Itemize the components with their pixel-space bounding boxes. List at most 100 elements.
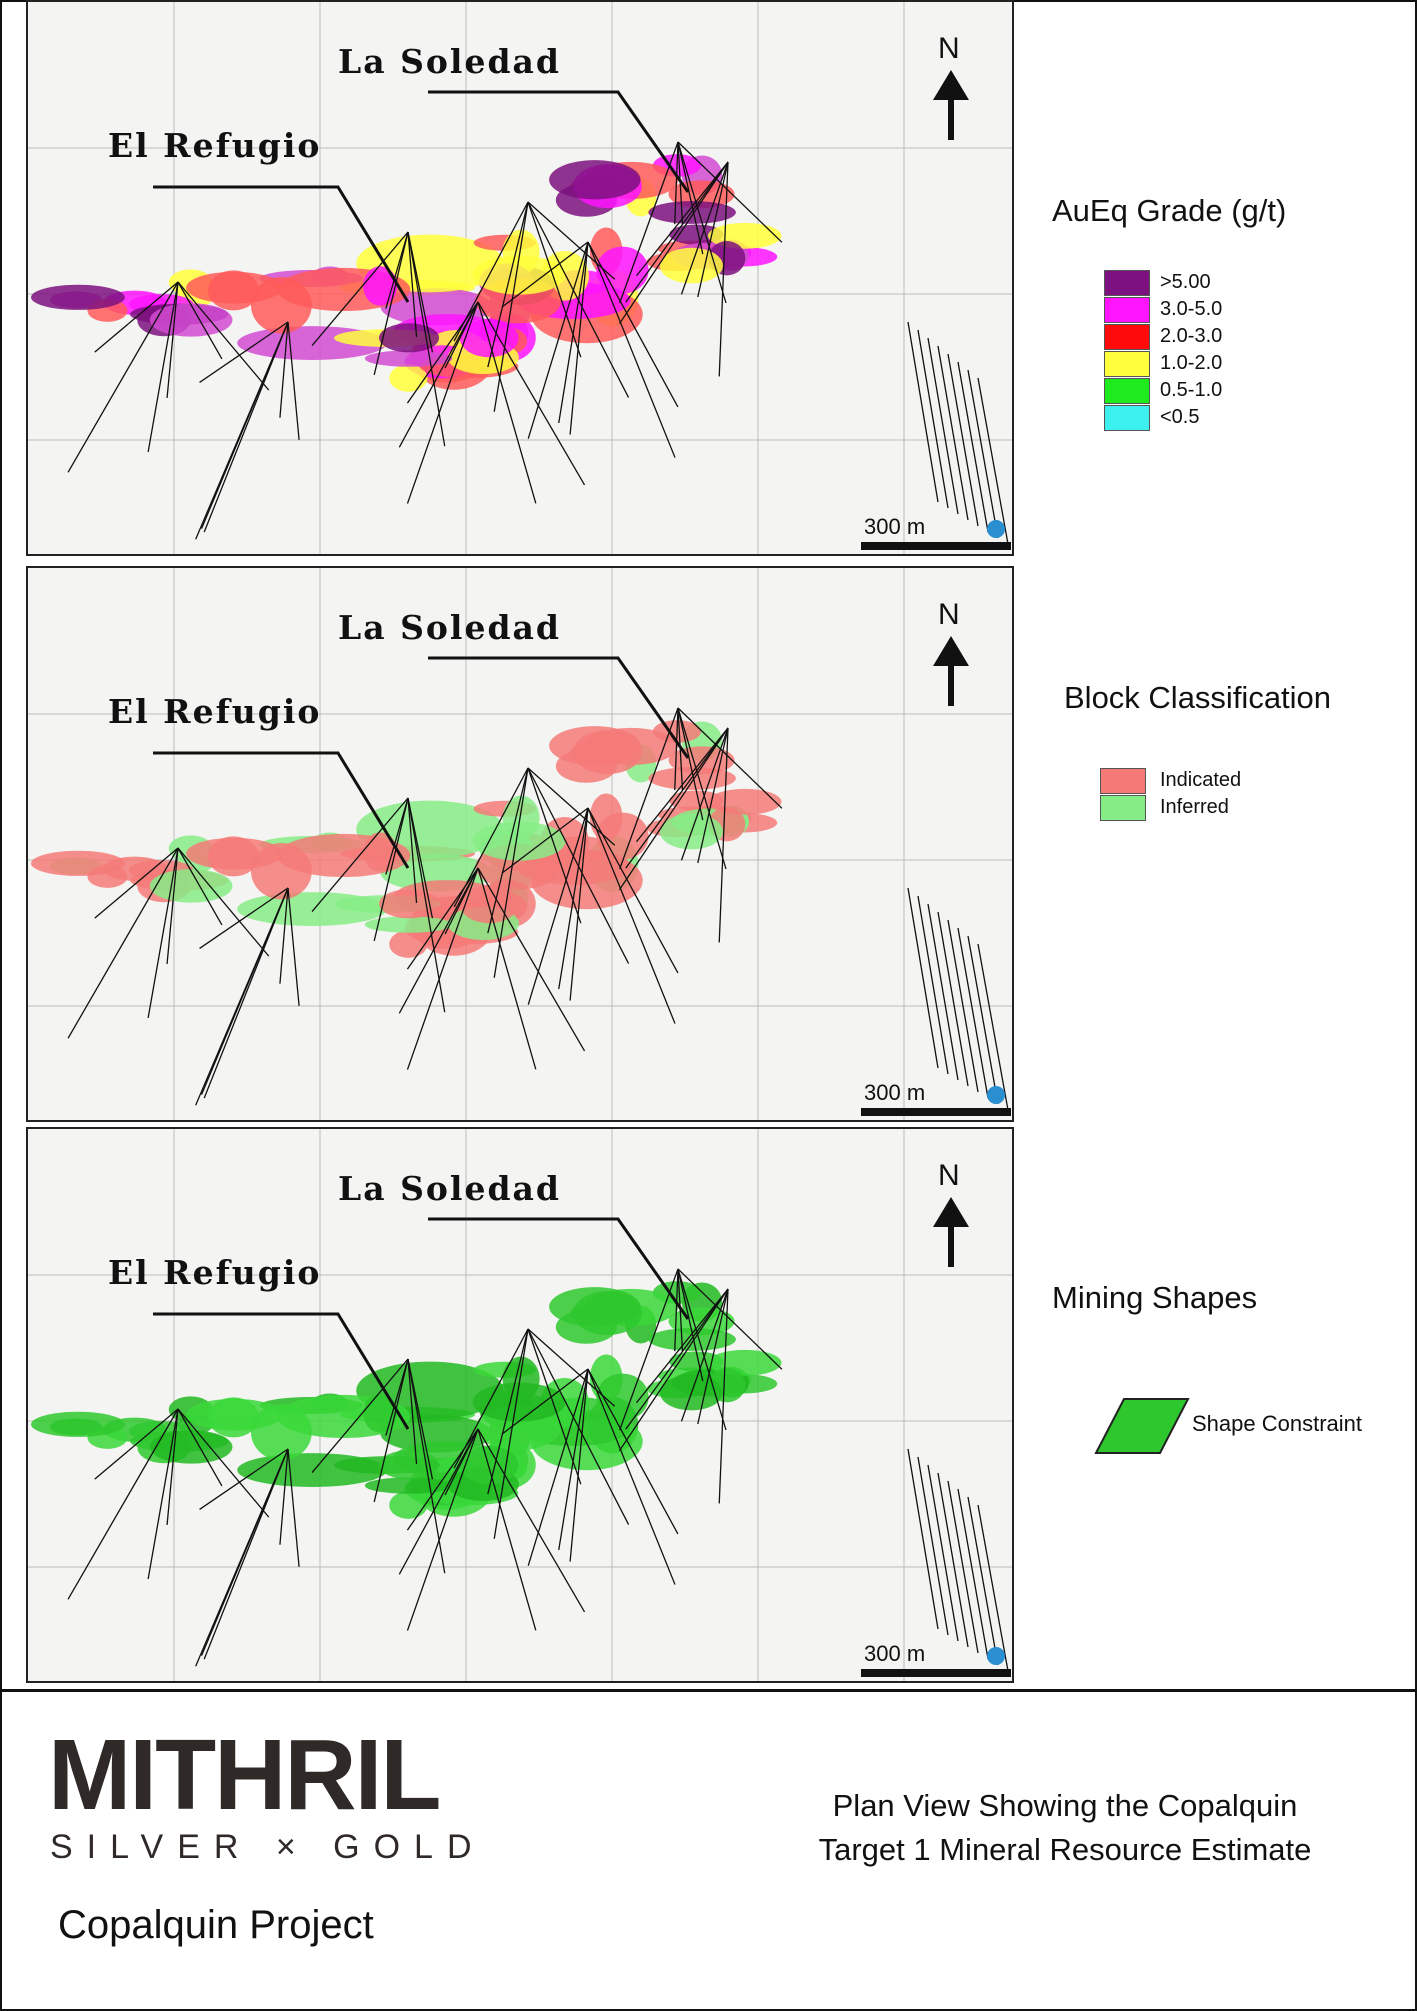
drill-trace (527, 201, 582, 358)
drill-trace (477, 1428, 537, 1631)
drill-trace (177, 847, 223, 926)
area-label: El Refugio (108, 126, 322, 165)
drill-trace (907, 1448, 939, 1630)
ore-block (363, 832, 398, 872)
ore-block (549, 1287, 641, 1327)
drill-trace (67, 1408, 179, 1600)
project-name: Copalquin Project (58, 1903, 374, 1947)
ore-block (379, 323, 440, 353)
drill-trace (311, 231, 409, 346)
drill-trace (477, 1428, 586, 1613)
ore-block (549, 160, 641, 200)
legend-swatch (1104, 270, 1150, 296)
drill-trace (311, 1358, 409, 1473)
drill-trace (407, 231, 434, 353)
north-arrow-head (933, 636, 969, 666)
drill-trace (680, 727, 729, 861)
drill-trace (195, 887, 289, 1106)
drill-trace (718, 161, 729, 377)
drill-trace (674, 141, 679, 225)
drill-trace (558, 1368, 589, 1551)
drill-trace (680, 1288, 729, 1422)
drill-trace (625, 1288, 729, 1430)
drill-trace (937, 1472, 969, 1648)
drill-trace (477, 301, 586, 486)
scale-label: 300 m (864, 1080, 926, 1105)
north-label: N (938, 32, 960, 65)
ore-block (472, 1382, 566, 1422)
drill-trace (957, 361, 989, 533)
drill-trace (398, 867, 479, 1014)
drill-trace (501, 807, 589, 874)
drill-trace (927, 337, 959, 515)
drill-trace (625, 727, 729, 869)
scale-label: 300 m (864, 514, 926, 539)
area-label: La Soledad (338, 608, 561, 647)
drill-trace (618, 727, 729, 891)
drill-trace (487, 767, 529, 934)
ore-block (472, 821, 566, 861)
drill-trace (527, 201, 616, 280)
drill-trace (407, 1358, 434, 1480)
drill-trace (569, 241, 589, 435)
ore-block (648, 200, 736, 224)
drill-trace (677, 1268, 704, 1382)
ore-block (363, 266, 398, 306)
drill-trace (527, 1328, 582, 1485)
drill-trace (977, 943, 1009, 1111)
legend-label: 1.0-2.0 (1160, 352, 1223, 374)
drill-trace (927, 1464, 959, 1642)
legend-swatch (1104, 351, 1150, 377)
drill-trace (407, 231, 418, 338)
drill-trace (917, 329, 949, 509)
drill-trace (587, 807, 679, 974)
ore-block (207, 836, 259, 877)
drill-trace (477, 301, 537, 504)
drill-trace (977, 1504, 1009, 1672)
view-globe (987, 1086, 1005, 1104)
drill-trace (569, 1368, 589, 1562)
drill-trace (477, 867, 537, 1070)
leader-line (428, 656, 690, 759)
scale-bar (861, 1108, 1011, 1116)
drill-trace (967, 369, 999, 539)
legend-title: Mining Shapes (1052, 1280, 1258, 1315)
drill-trace (635, 727, 729, 843)
drill-trace (587, 1368, 679, 1535)
drill-trace (501, 241, 589, 308)
legend-swatch (1104, 378, 1150, 404)
area-label: El Refugio (108, 1253, 322, 1292)
drill-trace (177, 1408, 270, 1518)
drill-trace (619, 141, 679, 304)
drill-trace (407, 797, 434, 919)
drill-trace (487, 201, 529, 368)
drill-trace (166, 847, 179, 965)
drill-trace (487, 1328, 529, 1495)
drill-trace (166, 281, 179, 399)
drill-trace (147, 1408, 179, 1580)
area-label: La Soledad (338, 1169, 561, 1208)
north-label: N (938, 1159, 960, 1192)
drill-trace (677, 707, 727, 870)
drill-trace (287, 887, 300, 1006)
legend-title: AuEq Grade (g/t) (1052, 193, 1287, 228)
drill-trace (501, 1368, 589, 1435)
drill-trace (406, 301, 479, 404)
drill-trace (558, 241, 589, 424)
drill-trace (677, 141, 783, 243)
legend-title: Block Classification (1064, 680, 1332, 715)
ore-block (459, 1445, 519, 1485)
drill-trace (587, 241, 676, 458)
drill-trace (618, 1288, 729, 1452)
drill-trace (587, 1368, 676, 1585)
drill-trace (477, 867, 586, 1052)
drill-trace (406, 301, 479, 504)
drill-trace (527, 767, 616, 846)
drill-trace (177, 281, 223, 360)
drill-trace (279, 321, 289, 418)
drill-trace (618, 161, 729, 325)
drill-trace (407, 797, 418, 904)
ore-block (31, 850, 125, 876)
legend-label: <0.5 (1160, 406, 1200, 428)
